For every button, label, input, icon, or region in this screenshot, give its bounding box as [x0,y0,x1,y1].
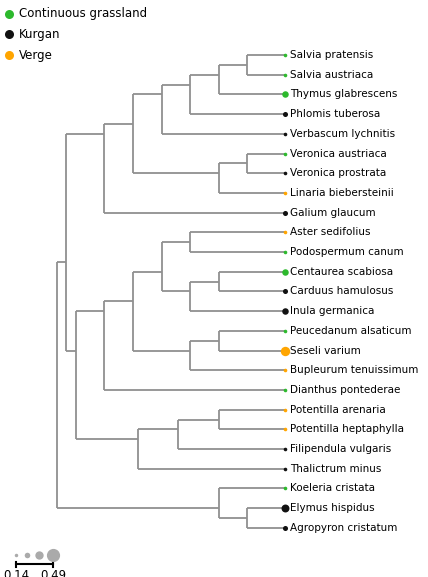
Text: Inula germanica: Inula germanica [290,306,374,316]
Text: Thymus glabrescens: Thymus glabrescens [290,89,397,99]
Text: Veronica prostrata: Veronica prostrata [290,168,386,178]
Text: Verbascum lychnitis: Verbascum lychnitis [290,129,395,139]
Text: Elymus hispidus: Elymus hispidus [290,503,374,513]
Text: Bupleurum tenuissimum: Bupleurum tenuissimum [290,365,418,375]
Text: Agropyron cristatum: Agropyron cristatum [290,523,397,533]
Text: Salvia austriaca: Salvia austriaca [290,70,373,80]
Text: Aster sedifolius: Aster sedifolius [290,227,370,237]
Text: Salvia pratensis: Salvia pratensis [290,50,373,60]
Text: Continuous grassland: Continuous grassland [18,7,147,20]
Text: Phlomis tuberosa: Phlomis tuberosa [290,109,380,119]
Text: 0.14: 0.14 [3,569,29,577]
Text: Verge: Verge [18,48,53,62]
Text: Filipendula vulgaris: Filipendula vulgaris [290,444,391,454]
Text: Galium glaucum: Galium glaucum [290,208,375,218]
Text: Seseli varium: Seseli varium [290,346,360,355]
Text: Carduus hamulosus: Carduus hamulosus [290,286,393,297]
Text: Koeleria cristata: Koeleria cristata [290,484,375,493]
Text: Dianthus pontederae: Dianthus pontederae [290,385,400,395]
Text: Peucedanum alsaticum: Peucedanum alsaticum [290,326,411,336]
Text: Potentilla heptaphylla: Potentilla heptaphylla [290,424,404,434]
Text: 0.49: 0.49 [40,569,66,577]
Text: Veronica austriaca: Veronica austriaca [290,148,386,159]
Text: Linaria biebersteinii: Linaria biebersteinii [290,188,393,198]
Text: Centaurea scabiosa: Centaurea scabiosa [290,267,393,277]
Text: Thalictrum minus: Thalictrum minus [290,464,381,474]
Text: Podospermum canum: Podospermum canum [290,247,404,257]
Text: Kurgan: Kurgan [18,28,60,41]
Text: Potentilla arenaria: Potentilla arenaria [290,404,386,415]
